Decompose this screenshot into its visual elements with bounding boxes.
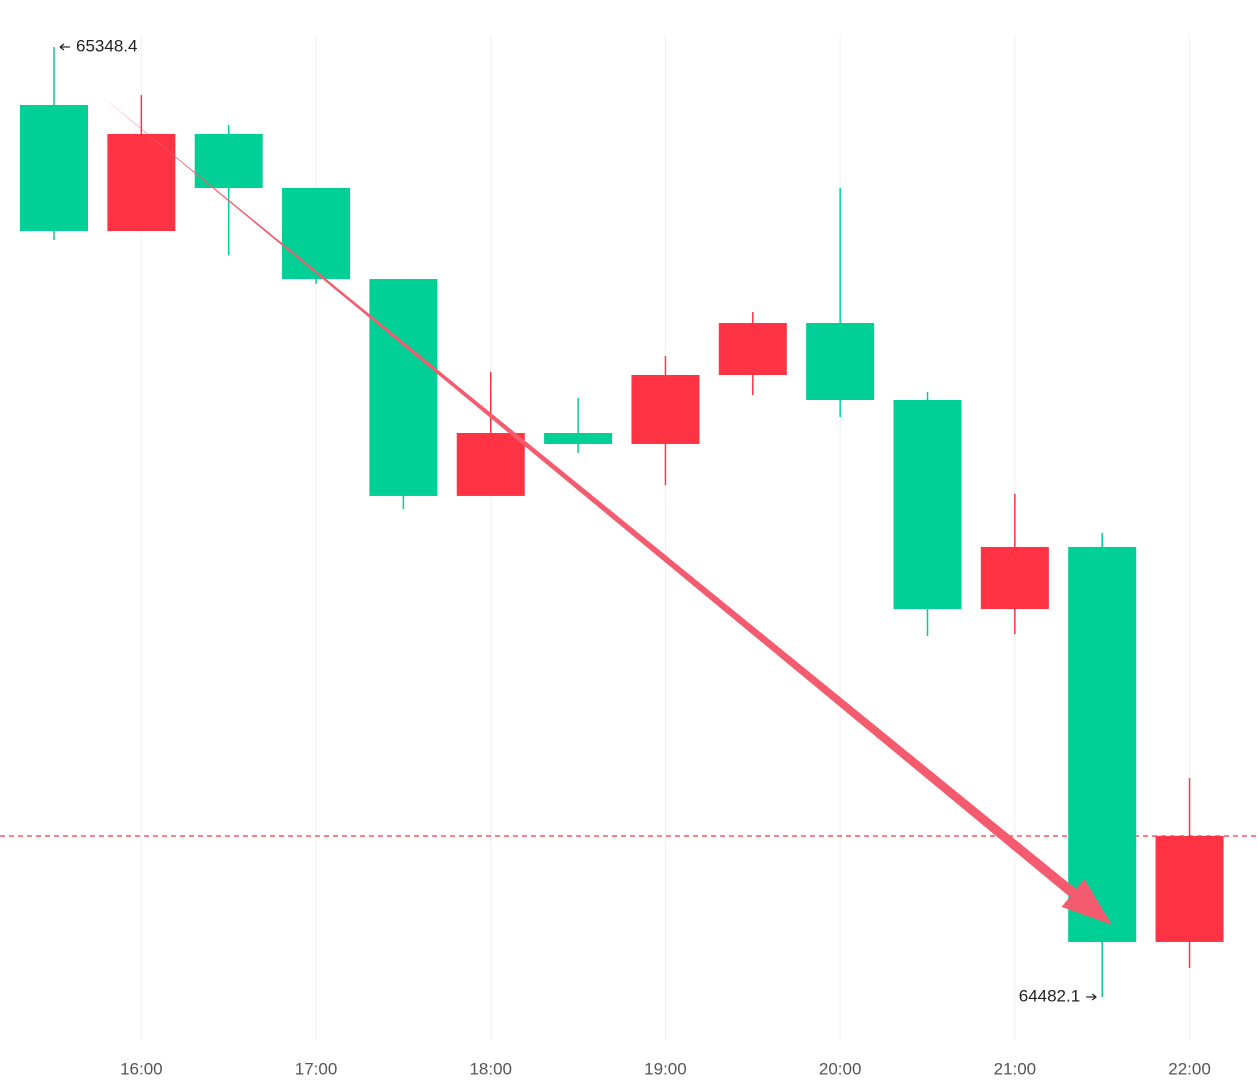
x-tick-label: 22:00 (1168, 1059, 1211, 1078)
candle-body (107, 133, 176, 232)
x-tick-label: 20:00 (819, 1059, 862, 1078)
candle-body (631, 374, 700, 444)
candle-body (194, 133, 263, 189)
labels: 16:00 17:00 18:00 19:00 20:00 21:00 22:00 65348… (59, 36, 1211, 1078)
candle-body (20, 104, 88, 232)
trend-arrow (100, 95, 1112, 925)
x-tick-label: 18:00 (469, 1059, 512, 1078)
x-tick-label: 17:00 (295, 1059, 338, 1078)
candles (20, 46, 1224, 997)
high-label: 65348.4 (76, 36, 137, 55)
candle-body (456, 433, 525, 496)
x-tick-label: 19:00 (644, 1059, 687, 1078)
candle-body (1155, 836, 1224, 942)
candle-body (282, 188, 351, 280)
low-label: 64482.1 (1019, 986, 1080, 1005)
x-tick-label: 21:00 (994, 1059, 1037, 1078)
candle-body (544, 433, 613, 444)
candle-body (1068, 546, 1137, 942)
candle-body (893, 399, 962, 610)
pointer-head (59, 43, 65, 51)
candle-body (980, 546, 1049, 610)
candle-body (718, 323, 787, 375)
candle-body (806, 323, 875, 400)
pointer-head (1091, 993, 1097, 1001)
x-tick-label: 16:00 (120, 1059, 163, 1078)
candle-body (369, 279, 438, 496)
